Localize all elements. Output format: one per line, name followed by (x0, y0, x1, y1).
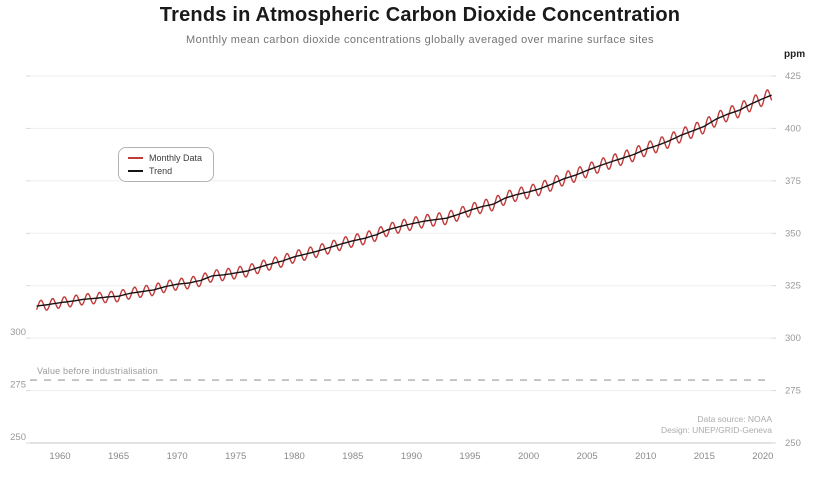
attribution-data-source: Data source: NOAA (697, 414, 772, 424)
chart-subtitle: Monthly mean carbon dioxide concentratio… (186, 34, 654, 46)
legend-item-monthly-data: Monthly Data (128, 153, 202, 163)
y-tick-label-right: 350 (785, 228, 801, 239)
x-tick-label: 2005 (577, 451, 598, 462)
legend-item-trend: Trend (128, 166, 202, 176)
x-tick-label: 1980 (284, 451, 305, 462)
y-tick-label-right: 275 (785, 386, 801, 397)
x-tick-label: 1995 (459, 451, 480, 462)
x-tick-label: 1990 (401, 451, 422, 462)
y-tick-label-right: 425 (785, 71, 801, 82)
x-tick-label: 1985 (342, 451, 363, 462)
legend: Monthly Data Trend (118, 147, 215, 182)
x-tick-label: 1970 (167, 451, 188, 462)
y-tick-label-left: 300 (10, 327, 26, 338)
x-tick-label: 1975 (225, 451, 246, 462)
y-tick-label-right: 325 (785, 281, 801, 292)
y-tick-label-right: 250 (785, 438, 801, 449)
x-tick-label: 2000 (518, 451, 539, 462)
chart-title: Trends in Atmospheric Carbon Dioxide Con… (159, 4, 681, 26)
trend-line-swatch (128, 170, 143, 172)
y-axis-unit-label: ppm (784, 49, 806, 60)
x-tick-label: 2020 (752, 451, 773, 462)
y-tick-label-left: 250 (10, 432, 26, 443)
y-tick-label-right: 400 (785, 123, 801, 134)
x-tick-label: 1960 (49, 451, 70, 462)
monthly-data-line-swatch (128, 157, 143, 159)
y-tick-label-right: 375 (785, 176, 801, 187)
x-tick-label: 2015 (694, 451, 715, 462)
y-tick-label-right: 300 (785, 333, 801, 344)
legend-label-trend: Trend (149, 166, 173, 176)
preindustrial-annotation-label: Value before industrialisation (37, 366, 158, 376)
y-tick-label-left: 275 (10, 380, 26, 391)
x-tick-label: 2010 (635, 451, 656, 462)
legend-label-monthly-data: Monthly Data (149, 153, 203, 163)
monthly-data-line (35, 89, 773, 311)
trend-line (36, 94, 772, 307)
x-tick-label: 1965 (108, 451, 129, 462)
attribution: Data source: NOAA Design: UNEP/GRID-Gene… (661, 414, 772, 437)
attribution-design: Design: UNEP/GRID-Geneva (660, 425, 772, 436)
